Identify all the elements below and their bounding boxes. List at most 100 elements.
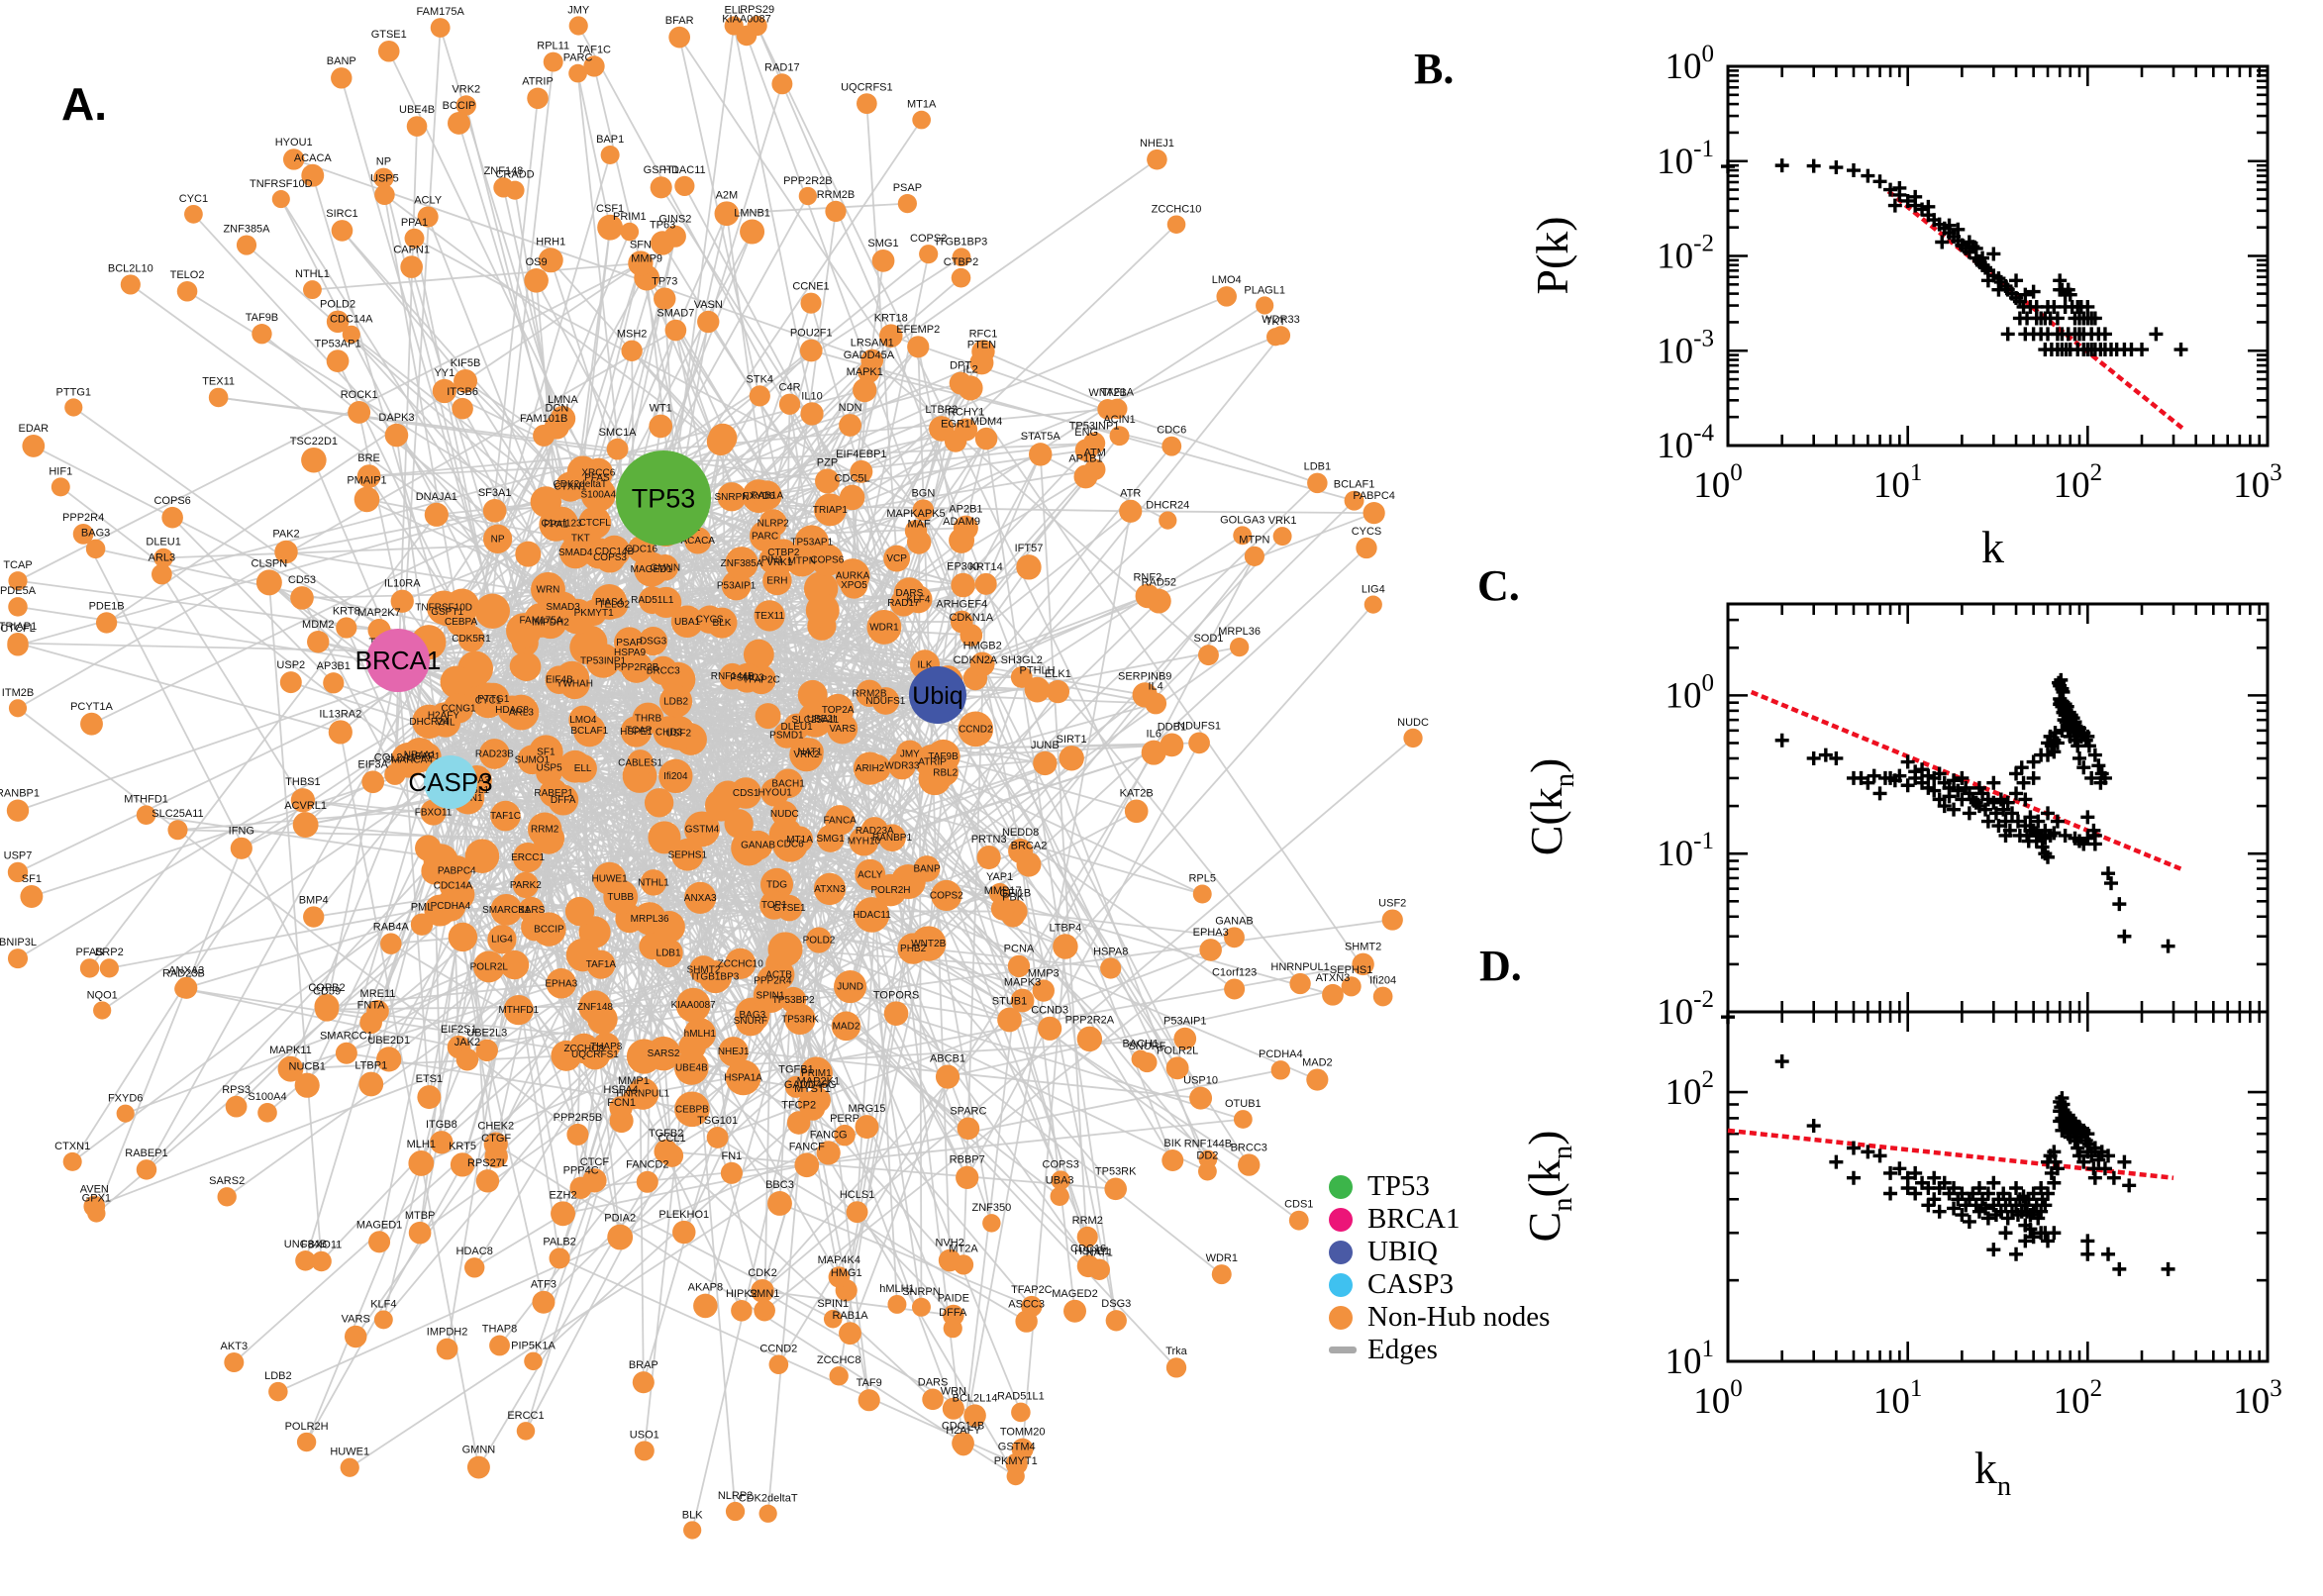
gene-label: ATXN3 xyxy=(814,884,846,895)
data-point xyxy=(1955,1208,1970,1223)
network-node xyxy=(472,950,505,983)
network-node xyxy=(448,922,478,952)
gene-label: CSF1 xyxy=(596,203,624,215)
network-node xyxy=(670,838,704,871)
network-node xyxy=(1307,472,1328,494)
gene-label: ENG xyxy=(1074,427,1098,439)
gene-label: CTGF xyxy=(481,1133,511,1145)
gene-label: NTHL1 xyxy=(638,877,669,888)
network-edge xyxy=(397,426,558,661)
network-node xyxy=(573,625,608,659)
network-node xyxy=(893,577,926,609)
gene-label: RRM2 xyxy=(1072,1215,1103,1227)
gene-label: OS9 xyxy=(526,256,548,268)
network-node xyxy=(689,955,718,984)
network-node xyxy=(600,145,620,165)
network-node xyxy=(749,385,770,407)
gene-label: GANAB xyxy=(741,841,775,851)
tick-label: 103 xyxy=(2233,1375,2282,1422)
data-point xyxy=(2009,786,2024,801)
gene-label: TP53RK xyxy=(1095,1166,1137,1178)
network-node xyxy=(597,214,624,241)
network-node xyxy=(1046,679,1070,704)
gene-label: RPL5 xyxy=(1188,873,1216,885)
gene-label: PDIA2 xyxy=(604,1213,636,1225)
gene-label: ASCC3 xyxy=(1008,1298,1045,1310)
data-point xyxy=(1955,770,1970,785)
tick-label: 10-2 xyxy=(1657,986,1714,1033)
network-node xyxy=(651,586,682,619)
gene-label: PARC xyxy=(752,531,778,542)
network-node xyxy=(311,1250,332,1272)
gene-label: NDUFS1 xyxy=(865,696,905,707)
data-point xyxy=(2026,284,2041,299)
network-node xyxy=(1076,1026,1103,1052)
tick-label: 10-4 xyxy=(1657,420,1714,466)
gene-label: RAD51L1 xyxy=(997,1391,1045,1403)
network-edge xyxy=(811,349,1355,502)
network-node xyxy=(958,711,994,748)
tick-label: 10-3 xyxy=(1657,325,1714,371)
gene-label: UBE4B xyxy=(399,104,435,116)
network-node xyxy=(1016,851,1042,877)
network-node xyxy=(417,1085,442,1110)
network-node xyxy=(649,655,678,685)
gene-label: SHMT2 xyxy=(1345,942,1381,953)
network-node xyxy=(406,116,428,137)
network-edge xyxy=(477,1150,667,1468)
gene-label: CDC6 xyxy=(1157,425,1186,437)
network-node xyxy=(1199,939,1222,961)
gene-label: MAP2K7 xyxy=(357,607,400,619)
gene-label: GSPT1 xyxy=(431,607,463,618)
network-node xyxy=(255,569,282,596)
network-edge xyxy=(106,262,642,624)
network-node xyxy=(749,520,781,552)
data-point xyxy=(2031,814,2046,829)
network-node xyxy=(1104,1177,1127,1201)
gene-label: USF2 xyxy=(665,728,691,739)
gene-label: PKMYT1 xyxy=(994,1455,1038,1467)
network-node xyxy=(758,547,786,574)
gene-label: BRCC3 xyxy=(1231,1142,1267,1153)
network-node xyxy=(538,248,563,273)
gene-label: COPS3 xyxy=(1043,1158,1079,1170)
network-node xyxy=(654,287,676,310)
network-node xyxy=(897,933,929,964)
network-node xyxy=(506,613,542,648)
network-node xyxy=(515,541,542,567)
network-edge xyxy=(226,931,596,1198)
network-node xyxy=(307,631,330,653)
node-swatch-icon xyxy=(1329,1207,1353,1232)
data-point xyxy=(1980,1211,1995,1226)
gene-label: RRM2B xyxy=(817,189,856,201)
node-swatch-icon xyxy=(1329,1240,1353,1264)
gene-label: LDB2 xyxy=(264,1370,292,1382)
gene-label: C1orf123 xyxy=(1212,966,1257,978)
gene-label: PRIM1 xyxy=(801,1068,832,1079)
network-node xyxy=(167,820,188,841)
network-node xyxy=(348,400,371,424)
gene-label: RRM2 xyxy=(531,825,559,836)
network-node xyxy=(301,447,327,473)
network-node xyxy=(559,537,592,569)
gene-label: SARS2 xyxy=(648,1048,680,1059)
network-node xyxy=(430,707,461,738)
gene-label: BAG3 xyxy=(81,528,110,540)
network-node xyxy=(356,464,381,489)
gene-label: AKT3 xyxy=(221,1341,249,1352)
network-node xyxy=(767,932,803,967)
gene-label: COPS2 xyxy=(910,233,947,245)
network-node xyxy=(1159,511,1177,530)
data-point xyxy=(1971,1181,1986,1196)
network-node xyxy=(545,665,574,695)
gene-label: SMAD3 xyxy=(546,602,580,613)
data-point xyxy=(1986,775,2001,790)
network-node xyxy=(358,1071,384,1097)
gene-label: TGFB2 xyxy=(649,1128,683,1140)
gene-label: ERH xyxy=(766,575,787,586)
network-node xyxy=(72,523,94,545)
gene-label: MDM4 xyxy=(970,416,1002,428)
network-node xyxy=(858,1389,880,1412)
network-edge xyxy=(629,642,939,696)
data-point xyxy=(2048,1154,2063,1169)
